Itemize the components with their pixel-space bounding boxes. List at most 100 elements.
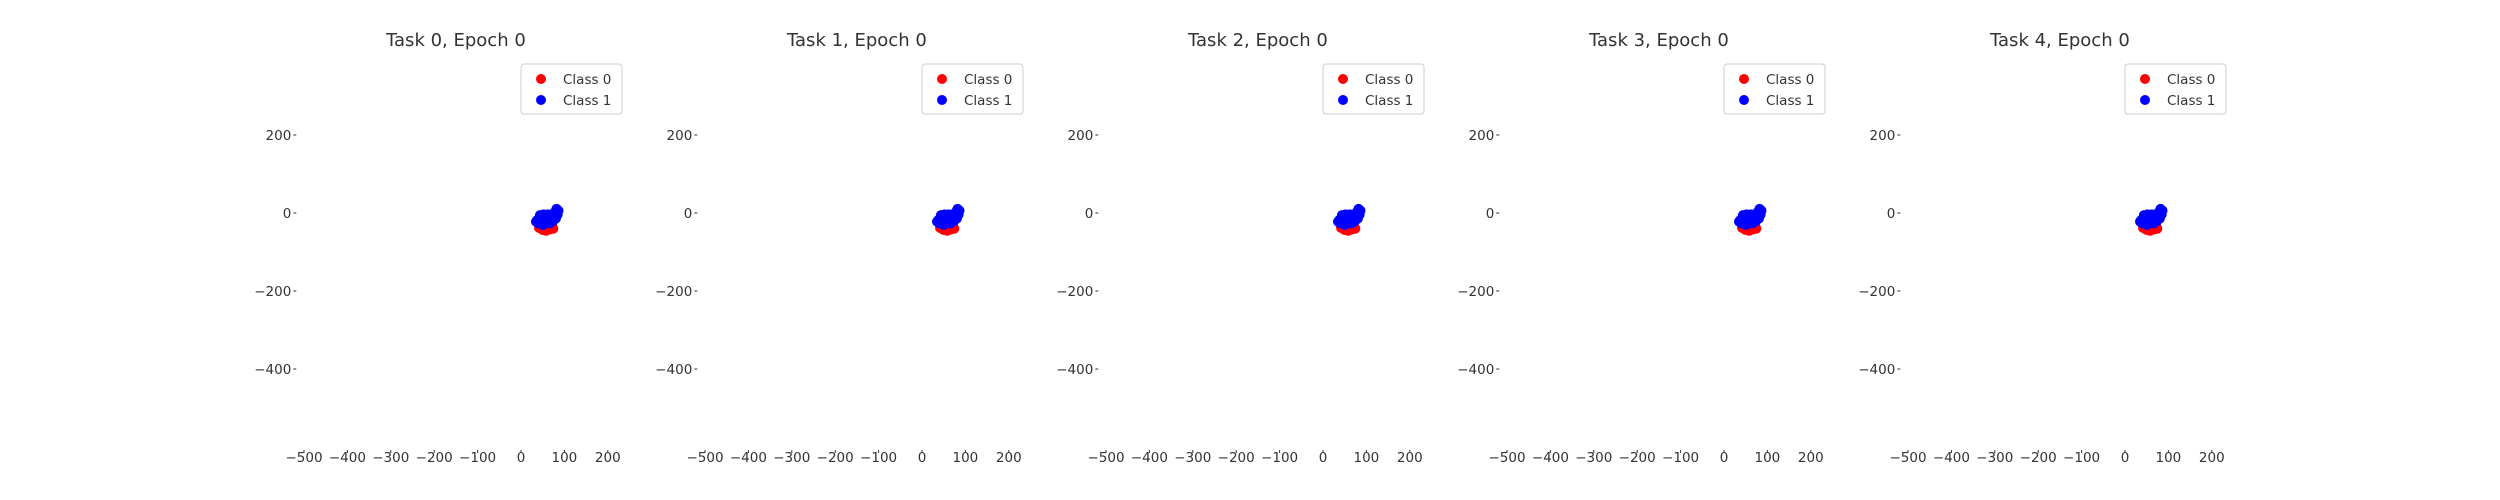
legend: Class 0 Class 1 (2124, 63, 2227, 115)
y-tick-label: −200 (655, 284, 692, 300)
legend-label: Class 1 (1766, 93, 1814, 109)
x-tick-label: −400 (1933, 450, 1970, 466)
x-tick-label: −100 (459, 450, 496, 466)
data-point-class-1 (532, 214, 543, 226)
chart-title: Task 4, Epoch 0 (1989, 30, 2130, 51)
legend-marker (536, 74, 546, 84)
x-tick-label: −200 (416, 450, 453, 466)
y-tick-label: 200 (1068, 128, 1094, 144)
x-tick-label: 0 (517, 450, 526, 466)
legend-frame (1723, 63, 1826, 115)
y-tick-label: −400 (1858, 362, 1895, 378)
x-tick-label: 100 (1755, 450, 1781, 466)
data-point-class-1 (2136, 214, 2147, 226)
x-tick-label: −300 (773, 450, 810, 466)
data-point-class-1 (2155, 203, 2166, 215)
legend-frame (921, 63, 1024, 115)
x-tick-label: −300 (1976, 450, 2013, 466)
y-tick-label: 0 (283, 206, 292, 222)
legend-marker (2140, 95, 2150, 105)
legend-label: Class 0 (1766, 72, 1814, 88)
x-tick-label: 200 (2199, 450, 2225, 466)
x-tick-label: −100 (2063, 450, 2100, 466)
y-tick-label: 0 (684, 206, 693, 222)
chart-title: Task 0, Epoch 0 (385, 30, 526, 51)
y-tick-label: 0 (1085, 206, 1094, 222)
data-point-class-1 (1353, 203, 1364, 215)
legend-marker (1739, 74, 1749, 84)
chart-panel-4: Task 4, Epoch 0 −500 −400 −300 −200 −100 0 100 2… (1858, 30, 2227, 466)
legend: Class 0 Class 1 (1723, 63, 1826, 115)
x-tick-label: 200 (1798, 450, 1824, 466)
y-tick-label: 200 (266, 128, 292, 144)
chart-title: Task 1, Epoch 0 (786, 30, 927, 51)
x-tick-label: −300 (1174, 450, 1211, 466)
y-tick-label: 200 (667, 128, 693, 144)
x-tick-label: −500 (1087, 450, 1124, 466)
x-tick-label: −100 (1261, 450, 1298, 466)
x-tick-label: 0 (1720, 450, 1729, 466)
y-tick-label: 0 (1486, 206, 1495, 222)
legend-marker (1338, 74, 1348, 84)
chart-panel-1: Task 1, Epoch 0 −500 −400 −300 −200 −100 0 100 2… (655, 30, 1024, 466)
x-tick-label: −500 (1889, 450, 1926, 466)
y-tick-label: −400 (1056, 362, 1093, 378)
legend: Class 0 Class 1 (520, 63, 623, 115)
y-tick-label: 0 (1887, 206, 1896, 222)
legend-label: Class 0 (964, 72, 1012, 88)
y-tick-label: −400 (254, 362, 291, 378)
x-tick-label: −200 (1619, 450, 1656, 466)
x-tick-label: 100 (2156, 450, 2182, 466)
y-tick-label: −200 (1056, 284, 1093, 300)
x-tick-label: 200 (595, 450, 621, 466)
legend-label: Class 0 (563, 72, 611, 88)
legend-marker (2140, 74, 2150, 84)
x-tick-label: 0 (2121, 450, 2130, 466)
y-tick-label: −200 (1457, 284, 1494, 300)
y-tick-label: −200 (254, 284, 291, 300)
x-tick-label: −100 (860, 450, 897, 466)
legend-label: Class 1 (563, 93, 611, 109)
legend-label: Class 1 (2167, 93, 2215, 109)
x-tick-label: −200 (2020, 450, 2057, 466)
legend-marker (536, 95, 546, 105)
x-tick-label: 100 (953, 450, 979, 466)
x-tick-label: 100 (552, 450, 578, 466)
x-tick-label: −400 (1532, 450, 1569, 466)
chart-panel-3: Task 3, Epoch 0 −500 −400 −300 −200 −100 0 100 2… (1457, 30, 1826, 466)
chart-panel-0: Task 0, Epoch 0 −500 −400 −300 −200 −100 0 100 2… (254, 30, 623, 466)
y-tick-label: −400 (1457, 362, 1494, 378)
legend-marker (937, 95, 947, 105)
y-tick-label: 200 (1870, 128, 1896, 144)
chart-title: Task 2, Epoch 0 (1187, 30, 1328, 51)
data-point-class-1 (1754, 203, 1765, 215)
x-tick-label: −400 (1131, 450, 1168, 466)
legend-label: Class 0 (1365, 72, 1413, 88)
legend: Class 0 Class 1 (1322, 63, 1425, 115)
legend-frame (1322, 63, 1425, 115)
data-point-class-1 (1735, 214, 1746, 226)
x-tick-label: −300 (1575, 450, 1612, 466)
x-tick-label: −200 (1218, 450, 1255, 466)
chart-title: Task 3, Epoch 0 (1588, 30, 1729, 51)
data-point-class-1 (933, 214, 944, 226)
legend-label: Class 1 (1365, 93, 1413, 109)
legend-marker (937, 74, 947, 84)
x-tick-label: 200 (1397, 450, 1423, 466)
y-tick-label: −400 (655, 362, 692, 378)
x-tick-label: 0 (1319, 450, 1328, 466)
x-tick-label: −400 (730, 450, 767, 466)
legend-marker (1739, 95, 1749, 105)
legend-label: Class 0 (2167, 72, 2215, 88)
y-tick-label: −200 (1858, 284, 1895, 300)
x-tick-label: −400 (329, 450, 366, 466)
legend-frame (2124, 63, 2227, 115)
data-point-class-1 (952, 203, 963, 215)
legend-marker (1338, 95, 1348, 105)
x-tick-label: 200 (996, 450, 1022, 466)
data-point-class-1 (1334, 214, 1345, 226)
x-tick-label: −300 (372, 450, 409, 466)
x-tick-label: 100 (1354, 450, 1380, 466)
y-tick-label: 200 (1469, 128, 1495, 144)
